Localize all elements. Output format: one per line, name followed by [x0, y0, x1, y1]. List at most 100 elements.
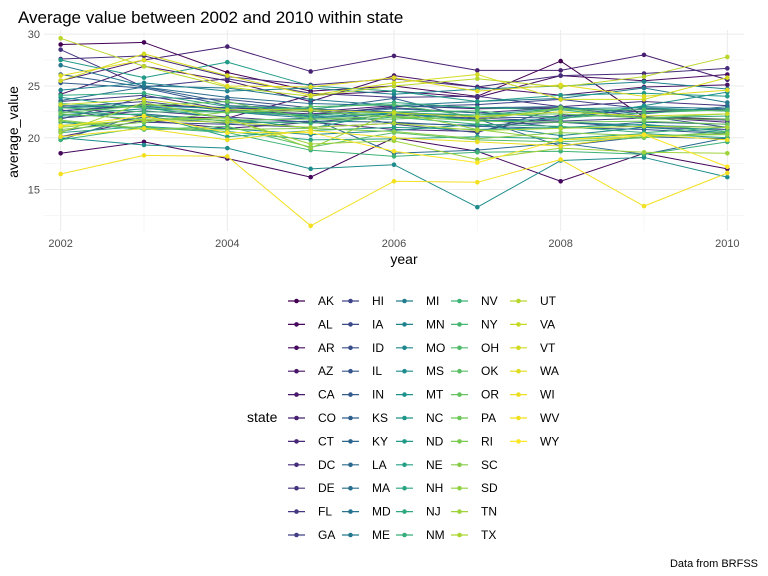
- data-point: [475, 180, 480, 185]
- data-point: [58, 124, 63, 129]
- legend-label: AZ: [318, 364, 333, 378]
- data-point: [641, 94, 647, 99]
- y-tick-label: 25: [28, 81, 40, 93]
- legend-label: FL: [318, 505, 332, 519]
- data-point: [475, 204, 480, 210]
- legend-label: KS: [372, 411, 388, 425]
- legend-item-IA: IA: [342, 317, 383, 331]
- legend-key-point: [348, 415, 353, 421]
- legend-item-HI: HI: [342, 294, 384, 308]
- legend-key-point: [457, 392, 462, 397]
- legend-key-point: [294, 439, 299, 444]
- data-point: [558, 97, 563, 102]
- chart-title: Average value between 2002 and 2010 with…: [18, 8, 403, 27]
- legend-label: WI: [540, 388, 555, 402]
- data-point: [58, 73, 63, 78]
- legend-key-point: [348, 298, 353, 304]
- data-point: [725, 75, 730, 80]
- legend-key-point: [516, 322, 521, 327]
- data-point: [558, 130, 563, 135]
- legend-item-TX: TX: [451, 528, 496, 542]
- legend-label: ME: [372, 528, 390, 542]
- legend-key-point: [348, 439, 353, 444]
- legend-label: SC: [481, 458, 498, 472]
- data-point: [558, 109, 563, 115]
- legend-label: IA: [372, 317, 383, 331]
- legend-item-CO: CO: [288, 411, 336, 425]
- data-point: [225, 83, 230, 89]
- data-point: [725, 164, 730, 170]
- data-point: [141, 126, 147, 131]
- legend-label: KY: [372, 434, 388, 448]
- data-point: [641, 107, 647, 113]
- data-point: [308, 120, 313, 126]
- legend-key-point: [516, 368, 521, 374]
- legend-item-CT: CT: [288, 434, 335, 448]
- data-point: [58, 92, 63, 98]
- legend-label: OH: [481, 341, 499, 355]
- data-point: [475, 139, 480, 145]
- legend-item-KS: KS: [342, 411, 388, 425]
- legend-label: WV: [540, 411, 559, 425]
- data-point: [475, 149, 480, 155]
- legend-item-MT: MT: [396, 388, 444, 402]
- data-point: [641, 203, 647, 209]
- legend-key-point: [457, 485, 462, 491]
- data-point: [391, 178, 397, 184]
- series-WV: [58, 153, 730, 229]
- data-point: [391, 96, 397, 101]
- legend-item-FL: FL: [288, 505, 332, 519]
- legend-label: TX: [481, 528, 496, 542]
- legend-key-point: [294, 345, 299, 351]
- data-point: [58, 47, 63, 52]
- data-point: [58, 102, 63, 107]
- data-point: [225, 107, 230, 113]
- x-tick-label: 2002: [48, 238, 72, 250]
- legend-label: CA: [318, 388, 335, 402]
- data-point: [308, 137, 313, 143]
- legend-label: CT: [318, 434, 335, 448]
- data-point: [558, 178, 563, 184]
- data-point: [475, 88, 480, 94]
- legend-label: CO: [318, 411, 336, 425]
- legend-item-OK: OK: [451, 364, 498, 378]
- legend-label: RI: [481, 434, 493, 448]
- data-point: [391, 114, 397, 120]
- data-point: [225, 59, 230, 65]
- legend-label: NH: [426, 481, 443, 495]
- legend-key-point: [402, 485, 407, 491]
- legend-item-NH: NH: [396, 481, 443, 495]
- legend-key-point: [348, 462, 353, 468]
- data-point: [141, 40, 147, 45]
- x-axis-title: year: [390, 251, 418, 267]
- legend-label: MO: [426, 341, 445, 355]
- legend-item-SC: SC: [451, 458, 498, 472]
- y-tick-label: 30: [28, 29, 40, 41]
- data-point: [475, 114, 480, 120]
- data-point: [141, 97, 147, 102]
- legend-label: NE: [426, 458, 443, 472]
- legend-key-point: [402, 392, 407, 397]
- legend-item-ME: ME: [342, 528, 390, 542]
- data-point: [475, 72, 480, 77]
- data-point: [141, 63, 147, 69]
- legend-key-point: [294, 322, 299, 327]
- legend-item-MA: MA: [342, 481, 390, 495]
- legend-label: NJ: [426, 505, 441, 519]
- legend-key-point: [457, 415, 462, 421]
- legend-key-point: [457, 439, 462, 444]
- legend-label: UT: [540, 294, 557, 308]
- data-point: [558, 137, 563, 143]
- series-VT: [58, 51, 730, 102]
- legend-key-point: [516, 439, 521, 444]
- legend-item-NC: NC: [396, 411, 444, 425]
- data-point: [391, 135, 397, 141]
- legend-item-DC: DC: [288, 458, 336, 472]
- data-point: [391, 102, 397, 107]
- legend-label: VA: [540, 317, 555, 331]
- legend-key-point: [294, 462, 299, 468]
- legend-label: MT: [426, 388, 444, 402]
- data-point: [58, 87, 63, 93]
- data-point: [58, 150, 63, 156]
- legend-label: ND: [426, 434, 444, 448]
